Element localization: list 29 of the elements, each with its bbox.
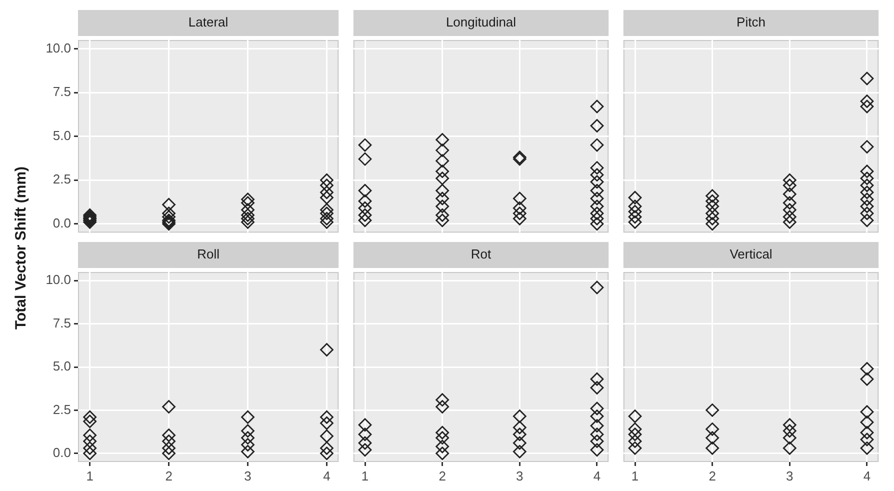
- y-tick-label: 5.0: [52, 128, 71, 143]
- x-tick-label: 4: [593, 468, 601, 484]
- x-tick-label: 3: [244, 468, 252, 484]
- x-tick-label: 1: [361, 468, 369, 484]
- y-tick-label: 10.0: [46, 272, 71, 288]
- y-tick-label: 5.0: [52, 358, 71, 374]
- y-tick-label: 7.5: [52, 315, 71, 330]
- x-tick-label: 3: [786, 468, 794, 484]
- chart-title: Rot: [470, 246, 492, 262]
- x-tick-label: 2: [165, 468, 172, 484]
- x-tick-label: 1: [631, 468, 639, 484]
- x-tick-label: 2: [708, 468, 716, 484]
- chart-title: Lateral: [188, 14, 228, 30]
- x-tick-label: 3: [516, 468, 524, 484]
- y-axis-title: Total Vector Shift (mm): [12, 166, 30, 330]
- x-tick-label: 1: [86, 468, 94, 484]
- y-tick-label: 10.0: [46, 40, 71, 56]
- y-tick-label: 2.5: [52, 402, 71, 417]
- y-tick-label: 2.5: [52, 172, 71, 187]
- chart-title: Longitudinal: [446, 14, 516, 30]
- y-tick-label: 0.0: [52, 444, 71, 460]
- y-tick-label: 0.0: [52, 215, 71, 230]
- y-tick-label: 7.5: [52, 84, 71, 100]
- x-tick-label: 4: [863, 468, 871, 484]
- x-tick-label: 2: [438, 468, 446, 484]
- chart-title: Vertical: [730, 246, 772, 262]
- chart-title: Roll: [197, 246, 220, 262]
- chart-title: Pitch: [736, 14, 766, 30]
- x-tick-label: 4: [323, 468, 330, 484]
